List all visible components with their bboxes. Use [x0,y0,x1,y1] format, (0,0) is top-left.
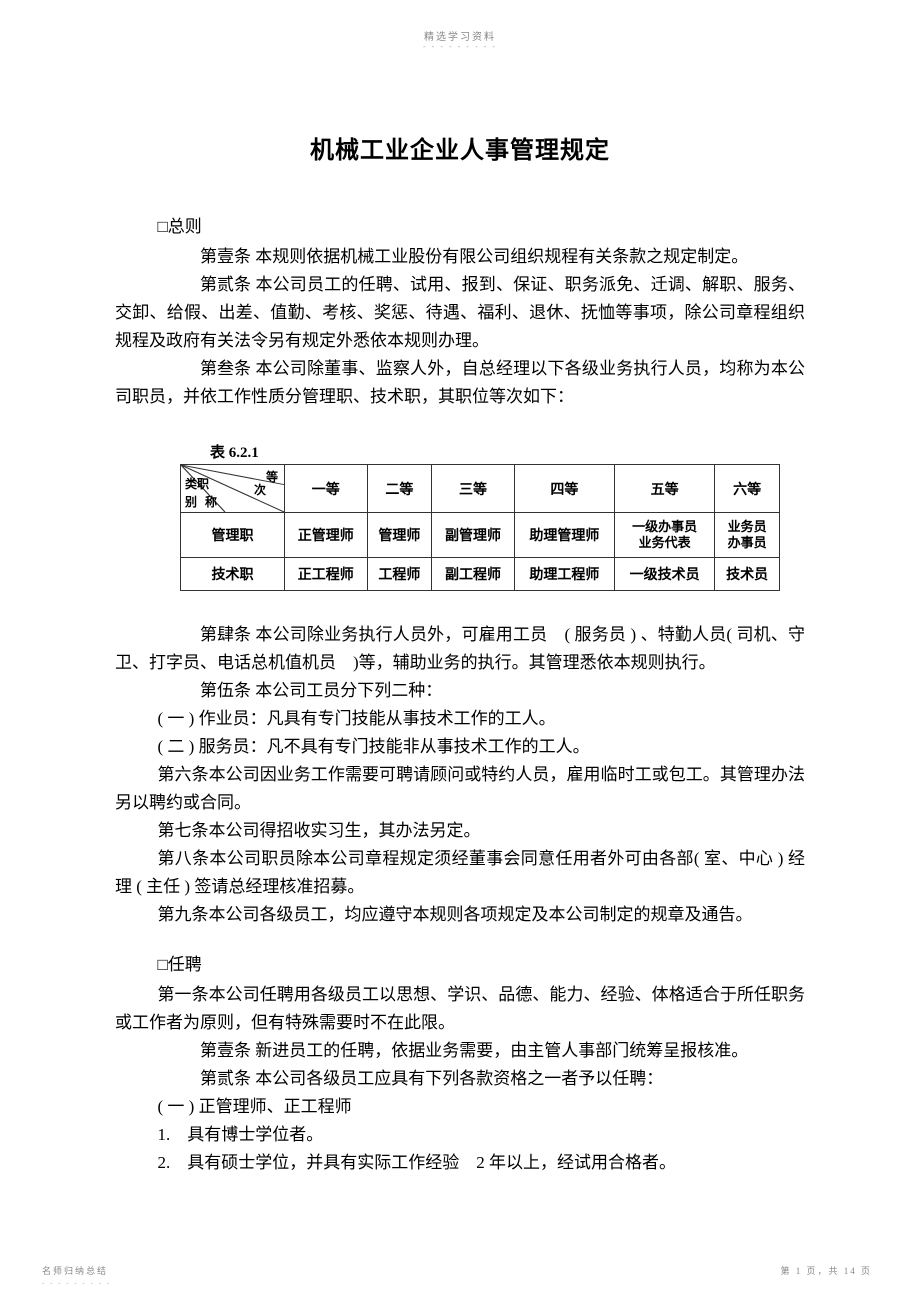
col-3: 三等 [432,465,514,513]
article-5-2: ( 二 ) 服务员：凡不具有专门技能非从事技术工作的工人。 [115,733,805,761]
diag-header-cell: 等 次 类职 别 称 [181,465,285,513]
footer-left: 名师归纳总结 [42,1264,108,1277]
col-4: 四等 [514,465,614,513]
col-5: 五等 [615,465,715,513]
article-5-text: 本公司工员分下列二种： [255,681,442,700]
diag-bot: 别 [185,493,197,510]
position-table-wrap: 表 6.2.1 等 次 类职 别 称 一等 二等 三等 [180,441,780,591]
s2-article-1b-num: 第壹条 [158,1037,252,1065]
col-1: 一等 [285,465,367,513]
header-label: 精选学习资料 [424,28,496,43]
diag-bot2: 称 [205,493,217,510]
article-9: 第九条本公司各级员工，均应遵守本规则各项规定及本公司制定的规章及通告。 [115,901,805,929]
diag-mid: 次 [254,481,266,498]
row-2-label: 技术职 [181,558,285,591]
cell: 业务员办事员 [715,513,780,558]
section-1-heading: □总则 [115,213,805,241]
article-1-num: 第壹条 [158,243,252,271]
cell: 一级办事员业务代表 [615,513,715,558]
article-2: 第贰条 本公司员工的任聘、试用、报到、保证、职务派免、迁调、解职、服务、交卸、给… [115,271,805,355]
cell: 管理师 [367,513,432,558]
table-header-row: 等 次 类职 别 称 一等 二等 三等 四等 五等 六等 [181,465,780,513]
article-8: 第八条本公司职员除本公司章程规定须经董事会同意任用者外可由各部( 室、中心 ) … [115,845,805,901]
cell: 副管理师 [432,513,514,558]
article-6: 第六条本公司因业务工作需要可聘请顾问或特约人员，雇用临时工或包工。其管理办法另以… [115,761,805,817]
page-title: 机械工业企业人事管理规定 [115,130,805,165]
table-row: 技术职 正工程师 工程师 副工程师 助理工程师 一级技术员 技术员 [181,558,780,591]
s2-article-1b: 第壹条 新进员工的任聘，依据业务需要，由主管人事部门统筹呈报核准。 [115,1037,805,1065]
s2-article-2-text: 本公司各级员工应具有下列各款资格之一者予以任聘： [255,1069,663,1088]
cell: 技术员 [715,558,780,591]
s2-article-2-num: 第贰条 [158,1065,252,1093]
cell: 工程师 [367,558,432,591]
diag-top: 等 [266,468,278,485]
article-3: 第叁条 本公司除董事、监察人外，自总经理以下各级业务执行人员，均称为本公司职员，… [115,355,805,411]
table-row: 管理职 正管理师 管理师 副管理师 助理管理师 一级办事员业务代表 业务员办事员 [181,513,780,558]
section-2-heading: □任聘 [115,951,805,979]
col-2: 二等 [367,465,432,513]
article-5-num: 第伍条 [158,677,252,705]
row-1-label: 管理职 [181,513,285,558]
qualification-1-head: ( 一 ) 正管理师、正工程师 [115,1093,805,1121]
article-5-1: ( 一 ) 作业员：凡具有专门技能从事技术工作的工人。 [115,705,805,733]
cell: 一级技术员 [615,558,715,591]
header-dashes: - - - - - - - - - [423,42,497,51]
qualification-1-2: 2. 具有硕士学位，并具有实际工作经验 2 年以上，经试用合格者。 [115,1149,805,1177]
cell: 正管理师 [285,513,367,558]
diag-left: 类职 [185,475,209,492]
article-2-num: 第贰条 [158,271,252,299]
article-5: 第伍条 本公司工员分下列二种： [115,677,805,705]
cell: 助理管理师 [514,513,614,558]
qualification-1-1: 1. 具有博士学位者。 [115,1121,805,1149]
cell: 副工程师 [432,558,514,591]
article-1-text: 本规则依据机械工业股份有限公司组织规程有关条款之规定制定。 [255,247,748,266]
cell: 正工程师 [285,558,367,591]
article-4: 第肆条 本公司除业务执行人员外，可雇用工员 ( 服务员 ) 、特勤人员( 司机、… [115,621,805,677]
s2-article-2: 第贰条 本公司各级员工应具有下列各款资格之一者予以任聘： [115,1065,805,1093]
s2-article-1b-text: 新进员工的任聘，依据业务需要，由主管人事部门统筹呈报核准。 [255,1041,748,1060]
article-4-num: 第肆条 [158,621,252,649]
table-label: 表 6.2.1 [210,441,780,462]
document-content: 机械工业企业人事管理规定 □总则 第壹条 本规则依据机械工业股份有限公司组织规程… [115,130,805,1177]
s2-article-1: 第一条本公司任聘用各级员工以思想、学识、品德、能力、经验、体格适合于所任职务或工… [115,981,805,1037]
col-6: 六等 [715,465,780,513]
article-3-num: 第叁条 [158,355,252,383]
article-1: 第壹条 本规则依据机械工业股份有限公司组织规程有关条款之规定制定。 [115,243,805,271]
cell: 助理工程师 [514,558,614,591]
position-table: 等 次 类职 别 称 一等 二等 三等 四等 五等 六等 管理职 正管理师 管理… [180,464,780,591]
footer-right: 第 1 页，共 14 页 [780,1264,872,1277]
article-7: 第七条本公司得招收实习生，其办法另定。 [115,817,805,845]
footer-left-dashes: - - - - - - - - - [42,1279,111,1287]
